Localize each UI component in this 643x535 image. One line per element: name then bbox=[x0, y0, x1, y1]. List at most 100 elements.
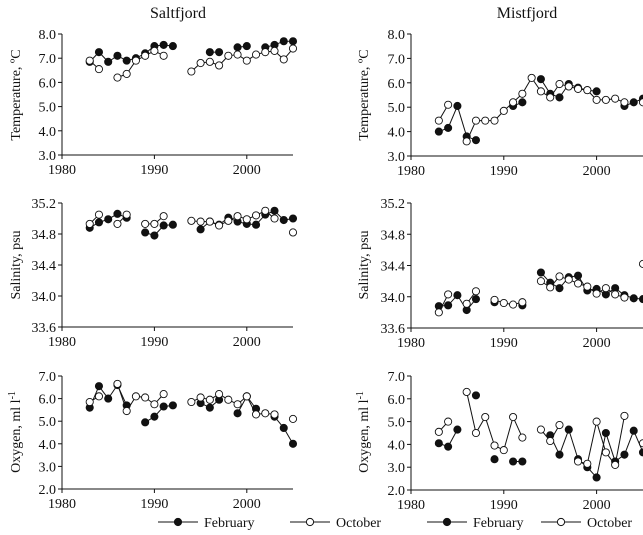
february-point-2004 bbox=[629, 294, 638, 303]
october-point-1999 bbox=[233, 400, 242, 409]
october-point-1991 bbox=[159, 390, 168, 399]
october-point-1991 bbox=[159, 51, 168, 60]
y-tick-label: 3.0 bbox=[39, 149, 57, 164]
october-point-2001 bbox=[601, 95, 610, 104]
x-tick-label: 1980 bbox=[397, 336, 425, 351]
february-segment bbox=[277, 42, 281, 45]
february-segment bbox=[617, 456, 622, 460]
october-segment bbox=[221, 58, 227, 64]
october-point-1993 bbox=[527, 73, 536, 82]
y-axis-label: Oxygen, ml l-1 bbox=[355, 391, 372, 473]
october-point-1984 bbox=[94, 210, 104, 219]
february-point-1983 bbox=[434, 439, 443, 448]
february-point-1997 bbox=[215, 48, 224, 57]
october-segment bbox=[92, 397, 97, 401]
february-point-1985 bbox=[453, 101, 462, 111]
february-point-2000 bbox=[592, 473, 601, 482]
october-point-1987 bbox=[122, 69, 131, 78]
october-point-2000 bbox=[242, 56, 251, 65]
y-axis-label: Salinity, psu bbox=[9, 230, 24, 299]
series-october bbox=[434, 259, 643, 317]
october-segment bbox=[552, 278, 558, 285]
october-segment bbox=[440, 107, 447, 118]
october-segment bbox=[587, 425, 597, 461]
february-segment bbox=[606, 436, 615, 459]
february-point-1987 bbox=[471, 295, 481, 304]
february-point-1992 bbox=[518, 98, 527, 107]
october-segment bbox=[285, 50, 292, 57]
october-segment bbox=[497, 446, 501, 449]
october-point-2003 bbox=[620, 293, 629, 302]
october-point-2005 bbox=[638, 98, 643, 107]
february-segment bbox=[248, 398, 255, 407]
october-point-2000 bbox=[242, 215, 251, 224]
october-point-1988 bbox=[481, 412, 490, 422]
october-segment bbox=[615, 419, 625, 462]
february-segment bbox=[156, 408, 162, 415]
october-segment bbox=[148, 52, 152, 55]
october-point-1995 bbox=[196, 393, 205, 402]
february-point-1984 bbox=[94, 382, 104, 391]
february-point-1992 bbox=[168, 42, 177, 51]
february-point-1989 bbox=[141, 228, 150, 237]
february-segment bbox=[147, 418, 152, 421]
february-point-1991 bbox=[159, 40, 168, 49]
october-point-1990 bbox=[499, 106, 508, 115]
y-tick-label: 35.2 bbox=[381, 197, 406, 212]
october-point-1984 bbox=[444, 417, 453, 426]
october-point-1998 bbox=[573, 457, 583, 466]
february-segment bbox=[276, 419, 282, 426]
october-point-1992 bbox=[518, 433, 527, 442]
october-segment bbox=[118, 387, 126, 408]
october-point-1998 bbox=[224, 51, 233, 60]
y-tick-label: 34.0 bbox=[381, 291, 406, 306]
october-point-2003 bbox=[270, 410, 279, 419]
october-point-1986 bbox=[113, 219, 122, 228]
february-segment bbox=[110, 57, 115, 61]
october-point-1994 bbox=[536, 277, 545, 286]
february-point-1984 bbox=[94, 218, 104, 227]
february-point-1989 bbox=[141, 418, 150, 427]
february-segment bbox=[268, 211, 272, 214]
y-tick-label: 34.4 bbox=[32, 259, 57, 274]
february-point-1994 bbox=[536, 75, 545, 84]
october-segment bbox=[249, 56, 254, 60]
october-point-1990 bbox=[499, 298, 508, 308]
y-tick-label: 2.0 bbox=[39, 483, 57, 498]
x-tick-label: 1980 bbox=[397, 164, 425, 179]
october-point-1983 bbox=[434, 427, 443, 436]
october-segment bbox=[157, 52, 161, 55]
february-point-1985 bbox=[104, 215, 113, 224]
october-point-1983 bbox=[85, 397, 94, 407]
october-segment bbox=[212, 222, 216, 225]
february-point-1986 bbox=[113, 209, 122, 218]
february-point-2005 bbox=[638, 295, 643, 304]
october-point-1987 bbox=[471, 287, 481, 296]
panel-saltfjord-salinity: 33.6 34.0 34.4 34.8 35.2 1980 1990 2000 Salinity… bbox=[9, 197, 298, 350]
february-segment bbox=[449, 432, 457, 444]
october-point-1990 bbox=[499, 446, 508, 455]
october-point-2000 bbox=[592, 289, 601, 298]
panel-saltfjord-temperature: 3.0 4.0 5.0 6.0 7.0 8.0 1980 1990 2000 Temperatur… bbox=[9, 28, 298, 178]
october-segment bbox=[485, 420, 494, 443]
february-segment bbox=[569, 432, 578, 456]
february-point-1996 bbox=[555, 93, 564, 102]
october-point-1987 bbox=[471, 428, 481, 438]
y-tick-label: 8.0 bbox=[39, 28, 57, 43]
october-point-1989 bbox=[141, 219, 150, 228]
october-point-2003 bbox=[270, 46, 279, 55]
october-point-1999 bbox=[233, 50, 242, 59]
february-point-2000 bbox=[242, 42, 251, 51]
february-segment bbox=[109, 387, 116, 396]
february-segment bbox=[560, 432, 568, 452]
october-point-1991 bbox=[509, 98, 518, 107]
february-point-2005 bbox=[288, 37, 298, 46]
october-segment bbox=[249, 216, 253, 219]
y-tick-label: 35.2 bbox=[32, 197, 57, 212]
october-segment bbox=[551, 86, 558, 95]
february-point-1987 bbox=[471, 136, 481, 145]
series-october bbox=[85, 379, 298, 423]
october-segment bbox=[156, 396, 162, 402]
october-point-1992 bbox=[518, 298, 527, 307]
october-point-2002 bbox=[261, 48, 270, 57]
